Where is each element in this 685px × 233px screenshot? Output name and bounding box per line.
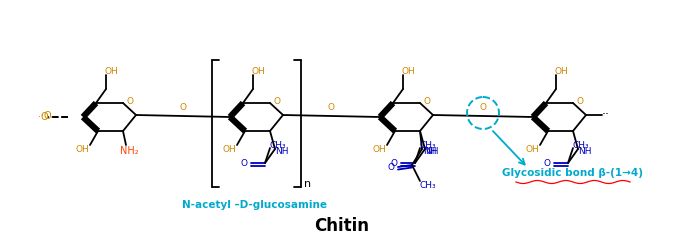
Text: NH: NH [578, 147, 592, 157]
Text: ·O: ·O [40, 111, 51, 121]
Text: O: O [273, 96, 280, 106]
Text: O: O [423, 96, 430, 106]
Text: O: O [479, 103, 486, 113]
Text: O: O [328, 103, 335, 113]
Text: OH: OH [525, 145, 539, 154]
Text: CH₃: CH₃ [420, 140, 436, 150]
Text: OH: OH [251, 66, 265, 75]
Text: NH₂: NH₂ [120, 146, 138, 156]
Text: NH: NH [425, 147, 439, 157]
Text: ·O: ·O [38, 112, 49, 122]
Text: O: O [179, 103, 186, 113]
Text: O: O [543, 158, 551, 168]
Text: CH₃: CH₃ [420, 181, 436, 189]
Text: O: O [390, 158, 397, 168]
Text: n: n [304, 179, 312, 189]
Text: O: O [577, 96, 584, 106]
Text: CH₃: CH₃ [573, 140, 589, 150]
Text: OH: OH [401, 66, 415, 75]
Text: Glycosidic bond β-(1→4): Glycosidic bond β-(1→4) [503, 168, 643, 178]
Text: NH: NH [275, 147, 289, 157]
Text: O: O [388, 164, 395, 172]
Text: OH: OH [104, 66, 118, 75]
Text: OH: OH [554, 66, 568, 75]
Text: N-acetyl –D-glucosamine: N-acetyl –D-glucosamine [182, 200, 327, 210]
Text: O: O [127, 96, 134, 106]
Text: OH: OH [75, 145, 89, 154]
Text: OH: OH [372, 145, 386, 154]
Text: ··: ·· [602, 109, 610, 121]
Text: Chitin: Chitin [314, 217, 369, 233]
Text: CH₃: CH₃ [270, 140, 286, 150]
Text: NH: NH [423, 147, 437, 157]
Text: OH: OH [222, 145, 236, 154]
Text: O: O [240, 158, 247, 168]
